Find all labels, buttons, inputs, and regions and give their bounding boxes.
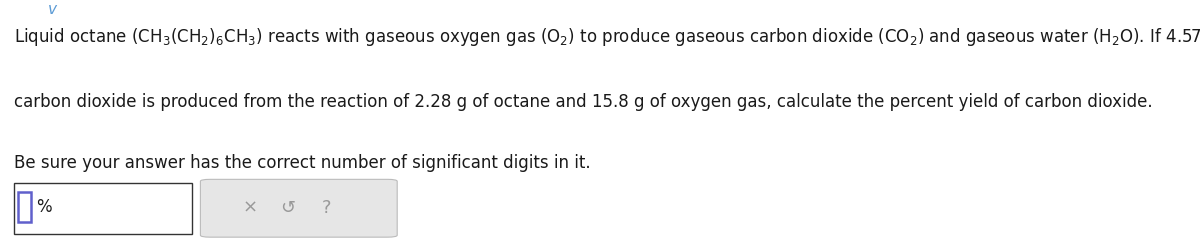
Text: v: v bbox=[48, 2, 58, 17]
Text: Be sure your answer has the correct number of significant digits in it.: Be sure your answer has the correct numb… bbox=[14, 154, 592, 172]
Text: Liquid octane $\left(\mathrm{CH_3(CH_2)_6CH_3}\right)$ reacts with gaseous oxyge: Liquid octane $\left(\mathrm{CH_3(CH_2)_… bbox=[14, 26, 1200, 48]
Text: %: % bbox=[36, 198, 52, 216]
Text: ↺: ↺ bbox=[281, 199, 295, 217]
Text: carbon dioxide is produced from the reaction of 2.28 g of octane and 15.8 g of o: carbon dioxide is produced from the reac… bbox=[14, 93, 1153, 111]
FancyBboxPatch shape bbox=[14, 183, 192, 234]
Text: ?: ? bbox=[322, 199, 331, 217]
FancyBboxPatch shape bbox=[200, 179, 397, 237]
FancyBboxPatch shape bbox=[18, 192, 31, 222]
Text: ×: × bbox=[242, 199, 257, 217]
